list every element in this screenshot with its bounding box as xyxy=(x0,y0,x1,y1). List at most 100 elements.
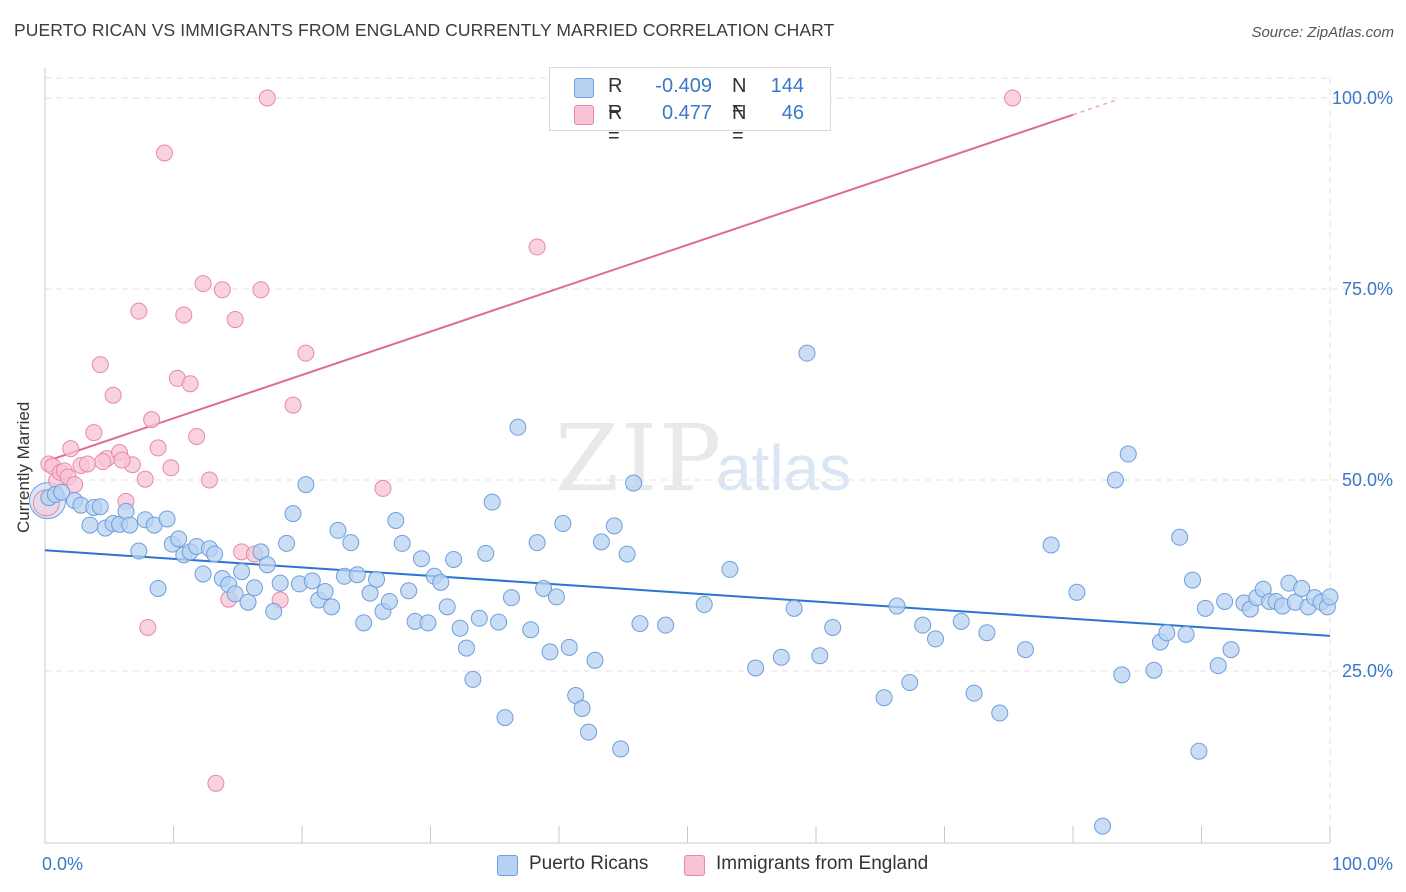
data-point-puerto-ricans xyxy=(914,616,932,634)
data-point-immigrants-england xyxy=(200,471,218,489)
data-point-puerto-ricans xyxy=(265,602,283,620)
data-point-immigrants-england xyxy=(104,386,122,404)
legend-swatch-pink xyxy=(684,855,705,876)
data-point-puerto-ricans xyxy=(554,515,572,533)
data-point-puerto-ricans xyxy=(297,476,315,494)
data-point-puerto-ricans xyxy=(509,418,527,436)
data-point-puerto-ricans xyxy=(245,579,263,597)
data-point-puerto-ricans xyxy=(342,534,360,552)
n-key: N = xyxy=(732,102,747,147)
data-point-puerto-ricans xyxy=(978,624,996,642)
data-point-puerto-ricans xyxy=(239,593,257,611)
n-key: N = xyxy=(732,75,747,120)
data-point-immigrants-england xyxy=(297,344,315,362)
data-point-puerto-ricans xyxy=(348,566,366,584)
data-point-puerto-ricans xyxy=(522,621,540,639)
data-point-puerto-ricans xyxy=(1209,657,1227,675)
source-label: Source: ZipAtlas.com xyxy=(1251,24,1394,41)
data-point-puerto-ricans xyxy=(618,545,636,563)
data-point-puerto-ricans xyxy=(1171,528,1189,546)
x-tick-label: 0.0% xyxy=(42,854,83,874)
data-point-puerto-ricans xyxy=(158,510,176,528)
data-point-puerto-ricans xyxy=(573,699,591,717)
legend-label: Immigrants from England xyxy=(716,853,929,874)
data-point-puerto-ricans xyxy=(1113,666,1131,684)
data-point-puerto-ricans xyxy=(965,684,983,702)
data-point-immigrants-england xyxy=(143,411,161,429)
data-point-puerto-ricans xyxy=(1196,599,1214,617)
data-point-puerto-ricans xyxy=(53,483,71,501)
data-point-puerto-ricans xyxy=(1119,445,1137,463)
data-point-puerto-ricans xyxy=(496,709,514,727)
data-point-puerto-ricans xyxy=(1016,641,1034,659)
series-legend: Puerto Ricans Immigrants from England xyxy=(0,852,1406,878)
data-point-puerto-ricans xyxy=(323,598,341,616)
data-point-immigrants-england xyxy=(226,311,244,329)
data-point-puerto-ricans xyxy=(130,542,148,560)
legend-label: Puerto Ricans xyxy=(529,853,649,874)
data-point-puerto-ricans xyxy=(747,659,765,677)
data-point-immigrants-england xyxy=(181,375,199,393)
axes xyxy=(44,68,1331,844)
data-point-puerto-ricans xyxy=(1216,592,1234,610)
data-point-puerto-ricans xyxy=(1158,624,1176,642)
data-point-immigrants-england xyxy=(374,479,392,497)
data-point-immigrants-england xyxy=(188,427,206,445)
data-point-puerto-ricans xyxy=(355,614,373,632)
data-point-puerto-ricans xyxy=(592,533,610,551)
y-tick-label: 50.0% xyxy=(1342,470,1393,490)
data-point-puerto-ricans xyxy=(927,630,945,648)
data-point-immigrants-england xyxy=(1004,89,1022,107)
trend-line-immigrants-england xyxy=(44,113,1074,463)
data-point-puerto-ricans xyxy=(149,579,167,597)
watermark-atlas: atlas xyxy=(716,432,851,504)
data-point-puerto-ricans xyxy=(721,560,739,578)
data-point-immigrants-england xyxy=(252,281,270,299)
data-point-puerto-ricans xyxy=(1068,583,1086,601)
correlation-legend: R = -0.409 N = 144 R = 0.477 N = 46 xyxy=(549,67,831,147)
data-point-puerto-ricans xyxy=(535,579,553,597)
r-value: -0.409 xyxy=(655,75,712,97)
data-point-immigrants-england xyxy=(136,470,154,488)
data-point-puerto-ricans xyxy=(695,596,713,614)
data-point-puerto-ricans xyxy=(457,639,475,657)
trend-line-extension xyxy=(1072,99,1116,116)
data-point-puerto-ricans xyxy=(888,597,906,615)
y-tick-label: 75.0% xyxy=(1342,279,1393,299)
n-value: 46 xyxy=(781,102,804,124)
data-point-puerto-ricans xyxy=(901,673,919,691)
data-point-puerto-ricans xyxy=(798,344,816,362)
data-point-puerto-ricans xyxy=(580,723,598,741)
data-point-puerto-ricans xyxy=(612,740,630,758)
data-point-puerto-ricans xyxy=(470,609,488,627)
data-point-puerto-ricans xyxy=(329,521,347,539)
data-point-puerto-ricans xyxy=(625,474,643,492)
data-point-puerto-ricans xyxy=(432,573,450,591)
data-point-puerto-ricans xyxy=(91,498,109,516)
data-point-puerto-ricans xyxy=(1184,571,1202,589)
legend-swatch-blue xyxy=(574,78,594,98)
n-value: 144 xyxy=(770,75,804,97)
data-point-puerto-ricans xyxy=(1222,641,1240,659)
data-point-immigrants-england xyxy=(85,424,103,442)
tick-labels: 25.0% 50.0% 75.0% 100.0% 0.0% 100.0% xyxy=(42,88,1393,874)
data-point-puerto-ricans xyxy=(772,648,790,666)
data-point-puerto-ricans xyxy=(1321,588,1339,606)
data-point-immigrants-england xyxy=(213,281,231,299)
data-point-puerto-ricans xyxy=(81,516,99,534)
data-point-puerto-ricans xyxy=(483,493,501,511)
data-point-puerto-ricans xyxy=(361,584,379,602)
data-point-puerto-ricans xyxy=(1145,661,1163,679)
data-point-puerto-ricans xyxy=(206,545,224,563)
data-point-puerto-ricans xyxy=(631,615,649,633)
y-tick-label: 100.0% xyxy=(1332,88,1393,108)
data-point-puerto-ricans xyxy=(952,612,970,630)
data-point-puerto-ricans xyxy=(170,530,188,548)
data-point-puerto-ricans xyxy=(875,689,893,707)
data-point-puerto-ricans xyxy=(1106,471,1124,489)
data-point-immigrants-england xyxy=(94,453,112,471)
data-point-puerto-ricans xyxy=(991,704,1009,722)
data-point-immigrants-england xyxy=(156,144,174,162)
data-point-puerto-ricans xyxy=(419,614,437,632)
